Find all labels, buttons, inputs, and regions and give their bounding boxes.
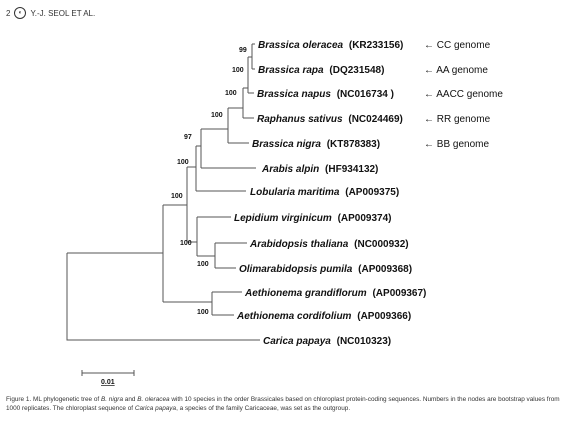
bootstrap-label: 100 — [177, 159, 189, 166]
journal-logo-icon: ◐ — [14, 7, 27, 19]
running-header: 2 ◐ Y.-J. SEOL ET AL. — [6, 7, 95, 19]
figure-caption: Figure 1. ML phylogenetic tree of B. nig… — [6, 396, 560, 412]
taxon-label: Aethionema cordifolium (AP009366) — [236, 311, 411, 322]
bootstrap-label: 97 — [184, 134, 192, 141]
genome-label: ← AACC genome — [424, 89, 503, 100]
taxon-label: Arabidopsis thaliana (NC000932) — [249, 239, 409, 250]
bootstrap-label: 100 — [225, 90, 237, 97]
branch-root — [66, 253, 260, 341]
taxon-label: Brassica oleracea (KR233156) — [258, 40, 403, 51]
scale-bar-ticks — [81, 370, 135, 376]
phylogenetic-tree: 99 100 100 100 97 100 100 100 100 100 Br… — [66, 40, 503, 386]
bootstrap-label: 100 — [211, 112, 223, 119]
bootstrap-label: 100 — [171, 193, 183, 200]
scale-bar-label: 0.01 — [101, 379, 115, 386]
genome-label: ← RR genome — [424, 114, 491, 125]
scale-bar: 0.01 — [81, 370, 135, 386]
taxon-labels: Brassica oleracea (KR233156) Brassica ra… — [234, 40, 426, 347]
taxon-label: Arabis alpin (HF934132) — [261, 164, 378, 175]
genome-annotations: ← CC genome ← AA genome ← AACC genome ← … — [424, 40, 503, 150]
running-head: Y.-J. SEOL ET AL. — [30, 8, 96, 18]
genome-label: ← AA genome — [424, 65, 488, 76]
taxon-label: Raphanus sativus (NC024469) — [257, 114, 403, 125]
taxon-label: Aethionema grandiflorum (AP009367) — [244, 288, 426, 299]
taxon-label: Brassica nigra (KT878383) — [252, 139, 380, 150]
taxon-label: Lobularia maritima (AP009375) — [250, 187, 399, 198]
bootstrap-values: 99 100 100 100 97 100 100 100 100 100 — [171, 47, 247, 316]
taxon-label: Olimarabidopsis pumila (AP009368) — [239, 264, 412, 275]
taxon-label: Lepidium virginicum (AP009374) — [234, 213, 392, 224]
taxon-label: Brassica rapa (DQ231548) — [258, 65, 384, 76]
bootstrap-label: 99 — [239, 47, 247, 54]
tree-branches — [66, 43, 260, 341]
bootstrap-label: 100 — [197, 309, 209, 316]
bootstrap-label: 100 — [232, 67, 244, 74]
bootstrap-label: 100 — [197, 261, 209, 268]
genome-label: ← BB genome — [424, 139, 489, 150]
page-number: 2 — [6, 8, 11, 18]
bootstrap-label: 100 — [180, 240, 192, 247]
genome-label: ← CC genome — [424, 40, 491, 51]
taxon-label: Brassica napus (NC016734 ) — [257, 89, 394, 100]
taxon-label: Carica papaya (NC010323) — [263, 336, 391, 347]
